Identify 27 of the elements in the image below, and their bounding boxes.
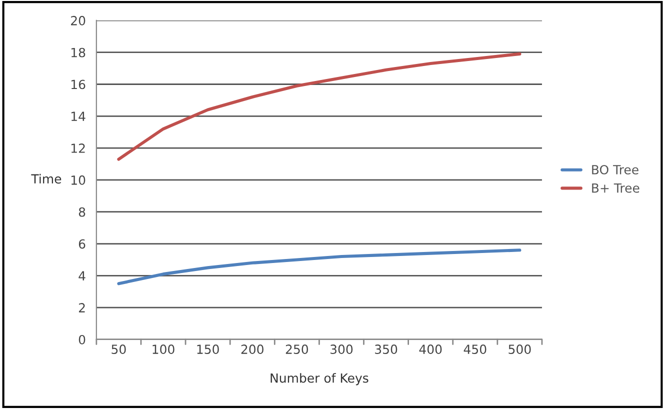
legend-label: BO Tree	[592, 164, 638, 174]
x-axis-title: Number of Keys	[270, 373, 368, 386]
x-tick-label: 200	[241, 344, 264, 354]
legend-label: B+ Tree	[592, 183, 640, 193]
line-series	[117, 52, 522, 161]
y-tick-label: 12	[71, 144, 85, 153]
y-tick-label: 0	[78, 334, 86, 344]
y-tick-label: 2	[78, 303, 85, 312]
y-axis-title: Time	[31, 174, 62, 184]
x-tick-label: 400	[419, 344, 442, 354]
x-tick-label: 350	[375, 344, 398, 354]
x-tick-label: 150	[197, 344, 219, 354]
x-tick-label: 250	[286, 344, 308, 354]
y-tick-label: 20	[71, 16, 86, 26]
y-tick-label: 14	[71, 112, 86, 121]
y-tick-label: 16	[71, 80, 86, 90]
x-tick-label: 450	[464, 344, 486, 354]
y-tick-label: 18	[71, 48, 86, 58]
x-tick-label: 100	[152, 344, 174, 354]
x-tick-label: 50	[112, 344, 126, 354]
x-tick-label: 500	[508, 344, 531, 354]
line-series	[117, 248, 522, 286]
y-tick-label: 6	[78, 239, 86, 249]
y-tick-label: 4	[78, 271, 86, 280]
y-tick-label: 8	[78, 207, 86, 217]
x-tick-label: 300	[330, 344, 353, 354]
y-tick-label: 10	[71, 175, 86, 185]
